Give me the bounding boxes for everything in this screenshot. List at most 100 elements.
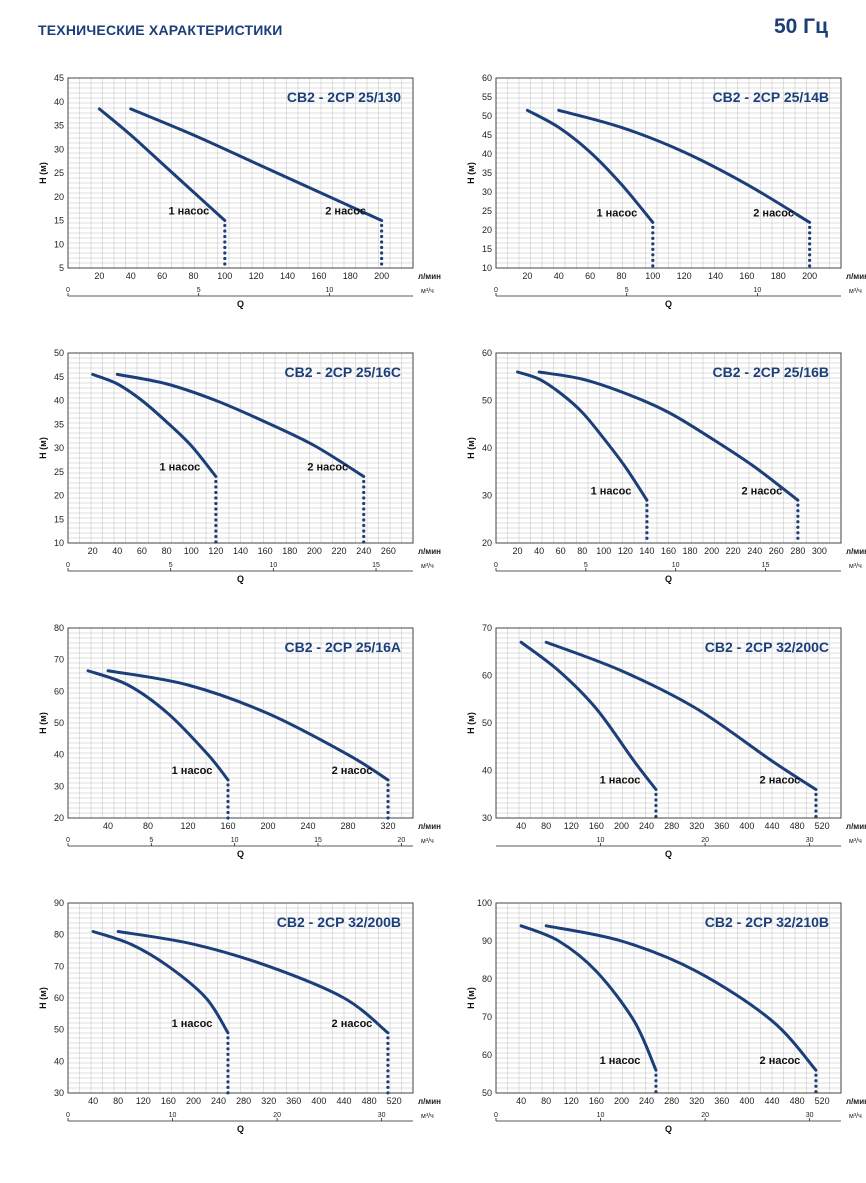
x-tick-label: 480 bbox=[362, 1096, 377, 1106]
m3h-tick-label: 0 bbox=[66, 837, 70, 844]
chart-title: CB2 - 2CP 25/130 bbox=[287, 89, 401, 105]
x-tick-label: 100 bbox=[184, 546, 199, 556]
x-tick-label: 100 bbox=[217, 271, 232, 281]
chart-title: CB2 - 2CP 32/210B bbox=[705, 914, 829, 930]
drop-dot bbox=[223, 235, 226, 238]
x-tick-label: 120 bbox=[208, 546, 223, 556]
drop-dot bbox=[362, 491, 365, 494]
y-tick-label: 70 bbox=[54, 655, 64, 665]
x-tick-label: 180 bbox=[282, 546, 297, 556]
x-tick-label: 140 bbox=[280, 271, 295, 281]
drop-dot bbox=[808, 237, 811, 240]
x-unit-m3h: м³/ч bbox=[421, 838, 434, 845]
series-label: 1 насос bbox=[172, 1018, 213, 1030]
x-tick-label: 40 bbox=[126, 271, 136, 281]
y-tick-label: 15 bbox=[54, 216, 64, 226]
drop-dot bbox=[386, 1053, 389, 1056]
x-tick-label: 260 bbox=[769, 546, 784, 556]
x-tick-label: 120 bbox=[618, 546, 633, 556]
chart-title: CB2 - 2CP 25/14B bbox=[713, 89, 829, 105]
drop-dot bbox=[808, 259, 811, 262]
x-tick-label: 100 bbox=[645, 271, 660, 281]
x-tick-label: 200 bbox=[307, 546, 322, 556]
y-tick-label: 50 bbox=[482, 718, 492, 728]
drop-dot bbox=[386, 1064, 389, 1067]
drop-dot bbox=[226, 800, 229, 803]
x-tick-label: 80 bbox=[541, 821, 551, 831]
x-tick-label: 200 bbox=[374, 271, 389, 281]
drop-dot bbox=[645, 504, 648, 507]
m3h-tick-label: 5 bbox=[149, 837, 153, 844]
m3h-tick-label: 0 bbox=[494, 1112, 498, 1119]
m3h-tick-label: 5 bbox=[584, 562, 588, 569]
m3h-tick-label: 0 bbox=[66, 287, 70, 294]
drop-dot bbox=[386, 1080, 389, 1083]
x-unit-lpm: л/мин bbox=[846, 547, 866, 556]
series-label: 1 насос bbox=[591, 485, 632, 497]
drop-dot bbox=[214, 524, 217, 527]
x-tick-label: 520 bbox=[815, 1096, 830, 1106]
x-tick-label: 140 bbox=[708, 271, 723, 281]
m3h-tick-label: 5 bbox=[625, 287, 629, 294]
m3h-tick-label: 10 bbox=[597, 837, 605, 844]
series-line-2 bbox=[546, 642, 816, 789]
y-tick-label: 25 bbox=[54, 467, 64, 477]
x-tick-label: 80 bbox=[162, 546, 172, 556]
x-tick-label: 200 bbox=[614, 821, 629, 831]
y-tick-label: 30 bbox=[482, 187, 492, 197]
y-axis-label: H (м) bbox=[466, 712, 476, 734]
y-tick-label: 80 bbox=[482, 974, 492, 984]
drop-dot bbox=[645, 515, 648, 518]
y-tick-label: 50 bbox=[54, 718, 64, 728]
y-tick-label: 30 bbox=[482, 491, 492, 501]
x-unit-m3h: м³/ч bbox=[849, 1113, 862, 1120]
drop-dot bbox=[362, 540, 365, 543]
x-tick-label: 60 bbox=[157, 271, 167, 281]
drop-dot bbox=[651, 226, 654, 229]
x-axis-label: Q bbox=[237, 299, 244, 309]
drop-dot bbox=[651, 253, 654, 256]
drop-dot bbox=[814, 1090, 817, 1093]
drop-dot bbox=[808, 248, 811, 251]
drop-dot bbox=[362, 496, 365, 499]
drop-dot bbox=[226, 811, 229, 814]
drop-dot bbox=[226, 816, 229, 819]
drop-dot bbox=[796, 537, 799, 540]
x-tick-label: 40 bbox=[534, 546, 544, 556]
x-tick-label: 120 bbox=[180, 821, 195, 831]
x-tick-label: 240 bbox=[747, 546, 762, 556]
drop-dot bbox=[654, 804, 657, 807]
x-axis-label: Q bbox=[665, 299, 672, 309]
drop-dot bbox=[362, 480, 365, 483]
m3h-tick-label: 10 bbox=[672, 562, 680, 569]
drop-dot bbox=[386, 816, 389, 819]
y-tick-label: 15 bbox=[54, 514, 64, 524]
drop-dot bbox=[214, 540, 217, 543]
drop-dot bbox=[386, 1069, 389, 1072]
drop-dot bbox=[386, 1086, 389, 1089]
drop-dot bbox=[386, 789, 389, 792]
x-unit-lpm: л/мин bbox=[846, 272, 866, 281]
y-tick-label: 45 bbox=[54, 73, 64, 83]
m3h-tick-label: 30 bbox=[378, 1112, 386, 1119]
y-tick-label: 40 bbox=[54, 1056, 64, 1066]
x-tick-label: 140 bbox=[233, 546, 248, 556]
x-tick-label: 400 bbox=[739, 821, 754, 831]
chart-title: CB2 - 2CP 25/16B bbox=[713, 364, 829, 380]
x-tick-label: 520 bbox=[815, 821, 830, 831]
series-line-1 bbox=[521, 642, 656, 789]
y-tick-label: 40 bbox=[482, 149, 492, 159]
drop-dot bbox=[214, 502, 217, 505]
series-label: 1 насос bbox=[159, 462, 200, 474]
y-tick-label: 70 bbox=[54, 961, 64, 971]
drop-dot bbox=[226, 805, 229, 808]
x-tick-label: 40 bbox=[103, 821, 113, 831]
drop-dot bbox=[651, 231, 654, 234]
series-label: 1 насос bbox=[600, 775, 641, 787]
x-tick-label: 240 bbox=[639, 821, 654, 831]
